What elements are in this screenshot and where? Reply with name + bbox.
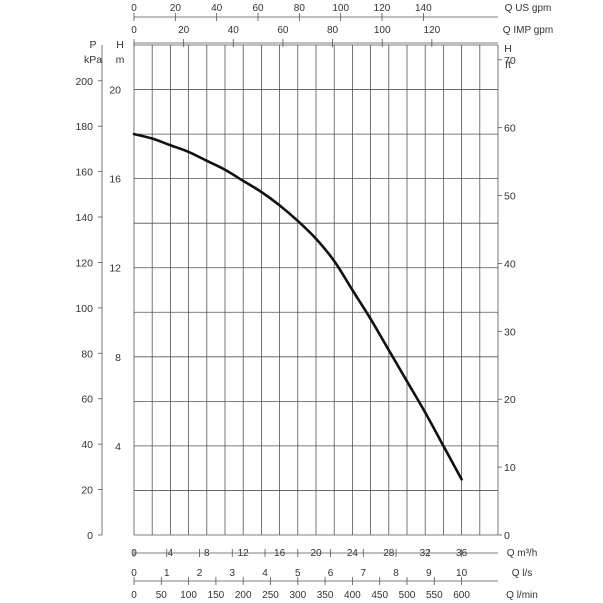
bottom-axis-tick-label: 0 — [131, 568, 137, 579]
left-axis-tick-label: 20 — [109, 85, 121, 97]
bottom-axis-label: Q m³/h — [507, 548, 538, 559]
bottom-axis-tick-label: 24 — [347, 548, 359, 559]
right-axis-tick-label: 0 — [504, 530, 510, 542]
top-axis-tick-label: 100 — [374, 25, 391, 36]
bottom-axis-tick-label: 2 — [197, 568, 203, 579]
bottom-axis-tick-label: 8 — [393, 568, 399, 579]
left-axis-tick-label: 160 — [75, 167, 93, 179]
left-axis-label-bottom: m — [116, 54, 125, 66]
top-axis-tick-label: 120 — [374, 3, 391, 14]
top-axis-tick-label: 0 — [131, 25, 137, 36]
top-axis-tick-label: 0 — [131, 3, 137, 14]
bottom-axis-tick-label: 12 — [238, 548, 250, 559]
bottom-axis-tick-label: 4 — [168, 548, 174, 559]
top-axis-tick-label: 20 — [178, 25, 190, 36]
right-axis-tick-label: 20 — [504, 394, 516, 406]
bottom-axis-tick-label: 200 — [235, 590, 252, 601]
bottom-axis-label: Q l/min — [506, 590, 538, 601]
bottom-axis-tick-label: 300 — [289, 590, 306, 601]
right-axis-tick-label: 30 — [504, 326, 516, 338]
bottom-axis-tick-label: 10 — [456, 568, 468, 579]
left-axis-tick-label: 180 — [75, 121, 93, 133]
top-axis-tick-label: 120 — [424, 25, 441, 36]
bottom-axis-tick-label: 6 — [328, 568, 334, 579]
right-axis-tick-label: 50 — [504, 191, 516, 203]
top-axis-tick-label: 60 — [252, 3, 264, 14]
top-axis-tick-label: 20 — [170, 3, 182, 14]
left-axis-tick-label: 12 — [109, 263, 121, 275]
top-axis-tick-label: 80 — [327, 25, 339, 36]
bottom-axis-tick-label: 4 — [262, 568, 268, 579]
bottom-axis-tick-label: 100 — [180, 590, 197, 601]
bottom-axis-tick-label: 7 — [361, 568, 367, 579]
bottom-axis-tick-label: 150 — [208, 590, 225, 601]
bottom-axis-tick-label: 500 — [399, 590, 416, 601]
bottom-axis-tick-label: 350 — [317, 590, 334, 601]
bottom-axis-tick-label: 28 — [383, 548, 395, 559]
right-axis-tick-label: 60 — [504, 123, 516, 135]
left-axis-tick-label: 100 — [75, 303, 93, 315]
left-axis-tick-label: 40 — [81, 439, 93, 451]
top-axis-tick-label: 140 — [415, 3, 432, 14]
top-axis-tick-label: 60 — [277, 25, 289, 36]
bottom-axis-tick-label: 3 — [229, 568, 235, 579]
bottom-axis-tick-label: 9 — [426, 568, 432, 579]
bottom-axis-tick-label: 250 — [262, 590, 279, 601]
left-axis-tick-label: 8 — [115, 352, 121, 364]
left-axis-label-top: P — [89, 39, 96, 51]
right-axis-label-top: H — [504, 43, 512, 55]
left-axis-tick-label: 80 — [81, 348, 93, 360]
left-axis-label-top: H — [116, 39, 124, 51]
left-axis-tick-label: 60 — [81, 394, 93, 406]
left-axis-label-bottom: kPa — [84, 54, 102, 66]
left-axis-tick-label: 16 — [109, 174, 121, 186]
left-axis-tick-label: 4 — [115, 441, 121, 453]
bottom-axis-tick-label: 1 — [164, 568, 170, 579]
left-axis-tick-label: 200 — [75, 76, 93, 88]
bottom-axis-label: Q l/s — [512, 568, 533, 579]
top-axis-tick-label: 100 — [332, 3, 349, 14]
bottom-axis-tick-label: 5 — [295, 568, 301, 579]
left-axis-tick-label: 120 — [75, 257, 93, 269]
top-axis-label: Q US gpm — [505, 3, 552, 14]
top-axis-tick-label: 40 — [228, 25, 240, 36]
top-axis-tick-label: 80 — [294, 3, 306, 14]
top-axis-label: Q IMP gpm — [503, 25, 553, 36]
bottom-axis-tick-label: 550 — [426, 590, 443, 601]
bottom-axis-tick-label: 50 — [156, 590, 168, 601]
right-axis-label-bottom: ft — [505, 59, 511, 71]
left-axis-tick-label: 20 — [81, 485, 93, 497]
right-axis-tick-label: 70 — [504, 55, 516, 67]
bottom-axis-tick-label: 32 — [420, 548, 432, 559]
bottom-axis-tick-label: 600 — [453, 590, 470, 601]
bottom-axis-tick-label: 450 — [371, 590, 388, 601]
bottom-axis-tick-label: 400 — [344, 590, 361, 601]
bottom-axis-tick-label: 16 — [274, 548, 286, 559]
right-axis-tick-label: 10 — [504, 462, 516, 474]
bottom-axis-tick-label: 0 — [131, 590, 137, 601]
bottom-axis-tick-label: 20 — [310, 548, 322, 559]
top-axis-tick-label: 40 — [211, 3, 223, 14]
bottom-axis-tick-label: 8 — [204, 548, 210, 559]
left-axis-tick-label: 0 — [87, 530, 93, 542]
right-axis-tick-label: 40 — [504, 258, 516, 270]
left-axis-tick-label: 140 — [75, 212, 93, 224]
